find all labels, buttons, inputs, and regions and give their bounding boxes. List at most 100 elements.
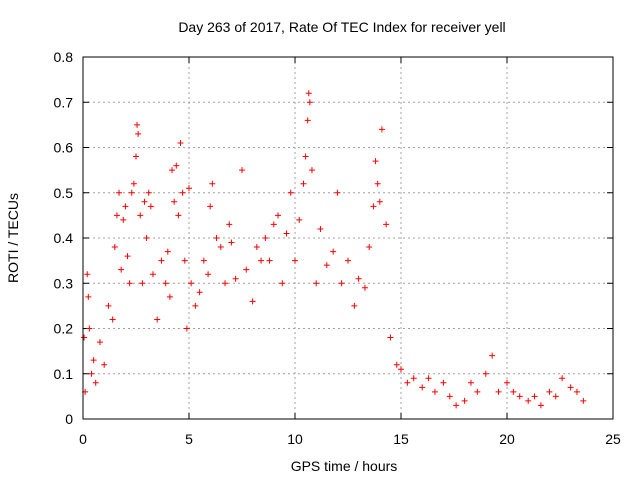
data-point: [302, 153, 309, 160]
plot-frame: [82, 56, 614, 420]
y-tick-label: 0.1: [54, 366, 74, 382]
data-point: [84, 271, 91, 278]
data-point: [355, 275, 362, 282]
data-point: [217, 244, 224, 251]
data-point: [323, 262, 330, 269]
data-point: [361, 284, 368, 291]
data-point: [270, 221, 277, 228]
data-point: [226, 221, 233, 228]
data-point: [239, 167, 245, 174]
y-tick-label: 0.5: [54, 185, 74, 201]
data-point: [559, 375, 566, 382]
data-point: [88, 370, 95, 377]
data-point: [86, 325, 93, 332]
data-point: [372, 158, 379, 165]
data-point: [304, 117, 311, 124]
data-point: [504, 379, 510, 386]
data-point: [222, 280, 229, 287]
y-tick-label: 0.8: [54, 49, 74, 65]
data-point: [171, 198, 178, 205]
data-point: [345, 257, 351, 264]
data-point: [404, 379, 411, 386]
data-point: [305, 90, 312, 97]
data-point: [516, 393, 523, 400]
data-point: [158, 257, 165, 264]
data-point: [228, 239, 235, 246]
data-point: [419, 384, 426, 391]
x-tick-label: 10: [287, 431, 303, 447]
data-point: [85, 293, 92, 300]
data-point: [113, 212, 120, 219]
data-point: [196, 289, 203, 296]
data-point: [546, 388, 553, 395]
data-point: [308, 167, 315, 174]
data-point: [525, 397, 532, 404]
data-point: [283, 230, 290, 237]
data-point: [300, 180, 307, 187]
data-point: [126, 280, 133, 287]
data-point: [296, 216, 303, 223]
data-point: [262, 235, 269, 241]
data-point: [330, 248, 337, 255]
data-point: [175, 212, 182, 219]
data-point: [209, 180, 216, 187]
data-point: [366, 244, 373, 251]
data-point: [90, 357, 97, 364]
data-point: [482, 370, 489, 377]
y-tick-label: 0.3: [54, 275, 74, 291]
data-point: [105, 302, 112, 309]
data-point: [461, 397, 468, 404]
data-point: [489, 352, 496, 359]
data-point: [137, 212, 144, 219]
y-tick-label: 0.6: [54, 140, 74, 156]
data-point: [96, 339, 103, 346]
data-point: [510, 388, 517, 395]
data-point: [149, 271, 156, 278]
data-point: [287, 189, 294, 196]
data-point: [531, 393, 538, 400]
data-point: [186, 185, 192, 192]
data-point: [313, 280, 320, 287]
data-point: [200, 257, 207, 264]
data-point: [122, 203, 129, 210]
data-point: [317, 225, 324, 232]
data-point: [467, 379, 474, 386]
data-point: [133, 153, 139, 160]
data-point: [120, 216, 127, 223]
data-point: [266, 257, 273, 264]
data-point: [374, 180, 381, 187]
data-point: [573, 388, 580, 395]
data-point: [192, 302, 199, 309]
y-tick-label: 0.2: [54, 321, 74, 337]
data-point: [279, 280, 286, 287]
data-point: [370, 203, 377, 210]
y-tick-label: 0.4: [54, 230, 74, 246]
data-point: [134, 121, 141, 128]
y-tick-label: 0.7: [54, 94, 74, 110]
data-point: [81, 334, 88, 341]
data-point: [207, 203, 214, 210]
x-tick-label: 5: [185, 431, 193, 447]
data-point: [179, 189, 186, 196]
data-point: [111, 244, 118, 251]
data-point: [495, 388, 502, 395]
chart-title: Day 263 of 2017, Rate Of TEC Index for r…: [178, 19, 505, 35]
data-point: [410, 375, 417, 382]
y-tick-label: 0: [65, 411, 73, 427]
data-point: [351, 302, 358, 309]
data-point: [162, 280, 169, 287]
data-point: [243, 266, 250, 273]
data-point: [173, 162, 180, 169]
data-point: [338, 280, 345, 287]
data-point: [166, 293, 173, 300]
data-point: [232, 275, 239, 282]
data-point: [292, 257, 298, 264]
data-point: [92, 379, 99, 386]
data-point: [552, 393, 559, 400]
data-point: [177, 139, 184, 146]
y-axis-label: ROTI / TECUs: [5, 193, 21, 283]
x-axis-label: GPS time / hours: [291, 458, 398, 474]
data-point: [205, 271, 212, 278]
data-point: [183, 325, 190, 332]
